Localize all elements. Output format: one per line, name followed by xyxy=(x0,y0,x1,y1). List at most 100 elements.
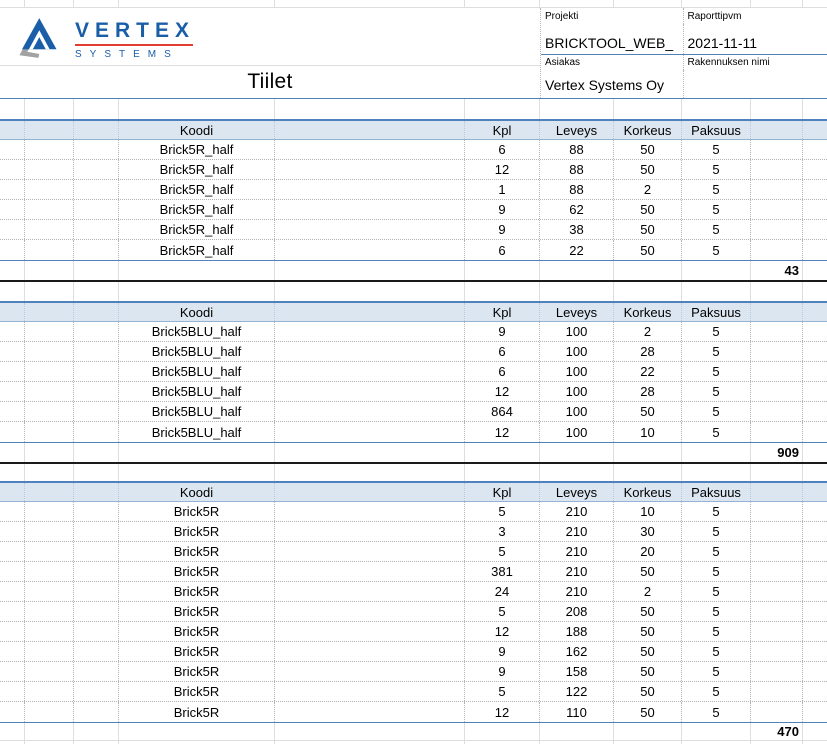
leveys-cell: 38 xyxy=(540,220,614,239)
header-left-block: VERTEX SYSTEMS Tiilet xyxy=(0,8,540,98)
table-row: Brick5R 5 208 50 5 xyxy=(0,602,827,622)
column-header-paksuus: Paksuus xyxy=(682,303,751,321)
kpl-cell: 3 xyxy=(465,522,540,541)
column-header-koodi: Koodi xyxy=(119,303,275,321)
koodi-cell: Brick5R xyxy=(119,582,275,601)
korkeus-cell: 28 xyxy=(614,382,682,401)
kpl-cell: 6 xyxy=(465,362,540,381)
korkeus-cell: 50 xyxy=(614,622,682,641)
korkeus-cell: 50 xyxy=(614,220,682,239)
table-total-row: 470 xyxy=(0,722,827,741)
table-row: Brick5R 3 210 30 5 xyxy=(0,522,827,542)
koodi-cell: Brick5R xyxy=(119,702,275,722)
leveys-cell: 22 xyxy=(540,240,614,260)
header-value-row-1: BRICKTOOL_WEB_ 2021-11-11 xyxy=(541,24,827,55)
kpl-cell: 9 xyxy=(465,220,540,239)
korkeus-cell: 28 xyxy=(614,342,682,361)
table-total-value: 470 xyxy=(751,723,803,740)
rakennuksen-nimi-label: Rakennuksen nimi xyxy=(682,55,827,70)
korkeus-cell: 50 xyxy=(614,602,682,621)
leveys-cell: 210 xyxy=(540,502,614,521)
page-title: Tiilet xyxy=(247,70,293,93)
leveys-cell: 210 xyxy=(540,582,614,601)
top-grid-row xyxy=(0,0,827,8)
leveys-cell: 210 xyxy=(540,542,614,561)
spacer-row xyxy=(0,464,827,481)
table-row: Brick5R 5 122 50 5 xyxy=(0,682,827,702)
paksuus-cell: 5 xyxy=(682,502,751,521)
korkeus-cell: 50 xyxy=(614,140,682,159)
koodi-cell: Brick5BLU_half xyxy=(119,422,275,442)
table-row: Brick5BLU_half 6 100 22 5 xyxy=(0,362,827,382)
koodi-cell: Brick5R xyxy=(119,642,275,661)
paksuus-cell: 5 xyxy=(682,702,751,722)
kpl-cell: 12 xyxy=(465,422,540,442)
kpl-cell: 9 xyxy=(465,322,540,341)
leveys-cell: 100 xyxy=(540,342,614,361)
korkeus-cell: 10 xyxy=(614,422,682,442)
vertex-triangle-icon xyxy=(19,18,57,58)
koodi-cell: Brick5BLU_half xyxy=(119,362,275,381)
koodi-cell: Brick5R_half xyxy=(119,180,275,199)
korkeus-cell: 50 xyxy=(614,402,682,421)
kpl-cell: 1 xyxy=(465,180,540,199)
kpl-cell: 864 xyxy=(465,402,540,421)
paksuus-cell: 5 xyxy=(682,682,751,701)
kpl-cell: 9 xyxy=(465,642,540,661)
leveys-cell: 62 xyxy=(540,200,614,219)
korkeus-cell: 50 xyxy=(614,562,682,581)
paksuus-cell: 5 xyxy=(682,382,751,401)
paksuus-cell: 5 xyxy=(682,220,751,239)
paksuus-cell: 5 xyxy=(682,180,751,199)
kpl-cell: 24 xyxy=(465,582,540,601)
paksuus-cell: 5 xyxy=(682,342,751,361)
paksuus-cell: 5 xyxy=(682,422,751,442)
header-label-row-2: Asiakas Rakennuksen nimi xyxy=(541,55,827,70)
paksuus-cell: 5 xyxy=(682,662,751,681)
korkeus-cell: 20 xyxy=(614,542,682,561)
bottom-grid-row xyxy=(0,741,827,744)
kpl-cell: 5 xyxy=(465,682,540,701)
korkeus-cell: 50 xyxy=(614,662,682,681)
logo-brand-name: VERTEX xyxy=(75,19,196,42)
leveys-cell: 88 xyxy=(540,180,614,199)
leveys-cell: 208 xyxy=(540,602,614,621)
leveys-cell: 100 xyxy=(540,402,614,421)
koodi-cell: Brick5R xyxy=(119,542,275,561)
table-body: Brick5R 5 210 10 5 Brick5R 3 210 30 5 xyxy=(0,502,827,722)
kpl-cell: 6 xyxy=(465,240,540,260)
table-row: Brick5R 381 210 50 5 xyxy=(0,562,827,582)
column-header-kpl: Kpl xyxy=(465,303,540,321)
logo-cell: VERTEX SYSTEMS xyxy=(0,8,540,66)
header-fields-block: Projekti Raporttipvm BRICKTOOL_WEB_ 2021… xyxy=(540,8,827,98)
table-body: Brick5R_half 6 88 50 5 Brick5R_half 12 8… xyxy=(0,140,827,260)
table-row: Brick5R_half 9 62 50 5 xyxy=(0,200,827,220)
column-header-korkeus: Korkeus xyxy=(614,121,682,139)
koodi-cell: Brick5R xyxy=(119,682,275,701)
table-total-value: 909 xyxy=(751,443,803,462)
table-total-value: 43 xyxy=(751,261,803,280)
kpl-cell: 381 xyxy=(465,562,540,581)
asiakas-value: Vertex Systems Oy xyxy=(545,77,665,93)
raporttipvm-label: Raporttipvm xyxy=(682,8,827,24)
column-header-kpl: Kpl xyxy=(465,121,540,139)
leveys-cell: 100 xyxy=(540,322,614,341)
korkeus-cell: 50 xyxy=(614,160,682,179)
table-row: Brick5R 9 158 50 5 xyxy=(0,662,827,682)
koodi-cell: Brick5R_half xyxy=(119,240,275,260)
table-body: Brick5BLU_half 9 100 2 5 Brick5BLU_half … xyxy=(0,322,827,442)
korkeus-cell: 50 xyxy=(614,702,682,722)
table-brick5blu-half: Koodi Kpl Leveys Korkeus Paksuus Brick5B… xyxy=(0,301,827,464)
korkeus-cell: 50 xyxy=(614,682,682,701)
report-header: VERTEX SYSTEMS Tiilet Projekti Raporttip… xyxy=(0,8,827,99)
korkeus-cell: 50 xyxy=(614,200,682,219)
paksuus-cell: 5 xyxy=(682,542,751,561)
kpl-cell: 12 xyxy=(465,702,540,722)
table-row: Brick5BLU_half 864 100 50 5 xyxy=(0,402,827,422)
logo-red-rule xyxy=(75,44,193,46)
paksuus-cell: 5 xyxy=(682,160,751,179)
kpl-cell: 12 xyxy=(465,382,540,401)
koodi-cell: Brick5R xyxy=(119,522,275,541)
kpl-cell: 6 xyxy=(465,140,540,159)
koodi-cell: Brick5R xyxy=(119,622,275,641)
